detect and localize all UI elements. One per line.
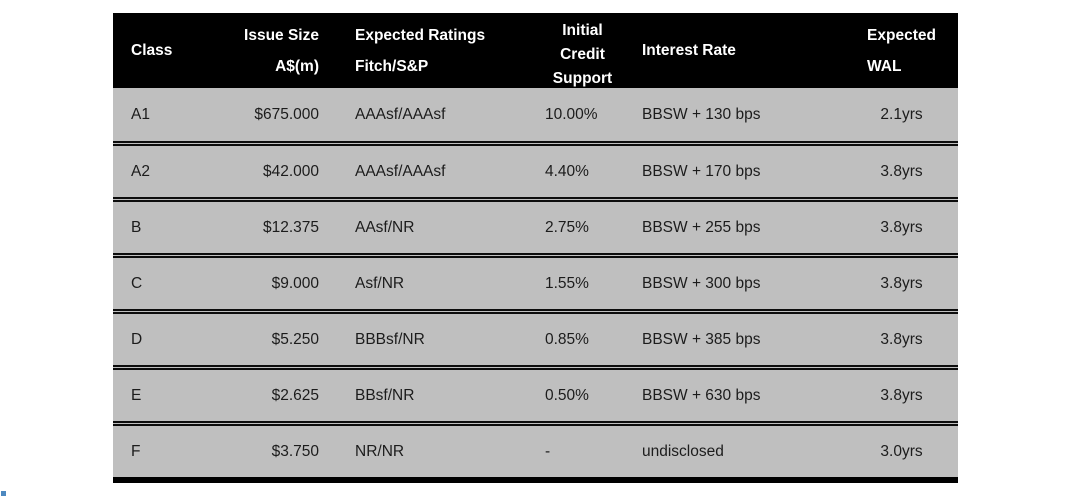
table-row-a1: A1 $675.000 AAAsf/AAAsf 10.00% BBSW + 13… — [113, 88, 958, 141]
cell-expected-wal: 3.8yrs — [880, 274, 923, 292]
header-issue-size: Issue Size A$(m) — [215, 13, 325, 88]
header-ratings-line1: Expected Ratings — [355, 26, 486, 44]
cell-ratings: AAAsf/AAAsf — [355, 162, 446, 180]
cell-issue-size: $42.000 — [262, 162, 319, 180]
header-issue-size-line2: A$(m) — [275, 57, 319, 75]
cell-ratings: NR/NR — [355, 442, 405, 460]
cell-issue-size: $2.625 — [271, 386, 319, 404]
cell-ratings: AAsf/NR — [355, 218, 415, 236]
cell-interest-rate: BBSW + 255 bps — [642, 218, 761, 236]
blue-crop-artifact — [1, 491, 6, 496]
header-credit-line2: Credit — [560, 46, 605, 63]
header-class-label: Class — [131, 42, 173, 59]
header-ratings: Expected Ratings Fitch/S&P — [325, 13, 535, 88]
cell-expected-wal: 2.1yrs — [880, 105, 923, 123]
cell-issue-size: $3.750 — [271, 442, 319, 460]
header-ratings-line2: Fitch/S&P — [355, 57, 429, 75]
cell-credit-support: 10.00% — [545, 105, 598, 123]
cell-interest-rate: BBSW + 130 bps — [642, 105, 761, 123]
cell-issue-size: $9.000 — [271, 274, 319, 292]
cell-credit-support: 0.85% — [545, 330, 589, 348]
header-expected-wal: Expected WAL — [845, 13, 958, 88]
cell-credit-support: 1.55% — [545, 274, 589, 292]
cell-class: D — [131, 330, 143, 348]
cell-issue-size: $675.000 — [254, 105, 319, 123]
table-row-f: F $3.750 NR/NR - undisclosed 3.0yrs — [113, 421, 958, 477]
table-row-d: D $5.250 BBBsf/NR 0.85% BBSW + 385 bps 3… — [113, 309, 958, 365]
header-wal-line2: WAL — [867, 57, 902, 75]
table-row-a2: A2 $42.000 AAAsf/AAAsf 4.40% BBSW + 170 … — [113, 141, 958, 197]
cell-expected-wal: 3.0yrs — [880, 442, 923, 460]
header-class: Class — [113, 13, 215, 88]
cell-class: F — [131, 442, 141, 460]
cell-expected-wal: 3.8yrs — [880, 162, 923, 180]
cell-credit-support: 2.75% — [545, 218, 589, 236]
cell-class: C — [131, 274, 143, 292]
cell-ratings: AAAsf/AAAsf — [355, 105, 446, 123]
cell-interest-rate: BBSW + 630 bps — [642, 386, 761, 404]
table-row-e: E $2.625 BBsf/NR 0.50% BBSW + 630 bps 3.… — [113, 365, 958, 421]
cell-interest-rate: BBSW + 300 bps — [642, 274, 761, 292]
cell-credit-support: 0.50% — [545, 386, 589, 404]
cell-expected-wal: 3.8yrs — [880, 330, 923, 348]
header-credit-line3: Support — [552, 70, 613, 87]
header-interest-rate: Interest Rate — [630, 13, 845, 88]
cell-issue-size: $5.250 — [271, 330, 319, 348]
cell-credit-support: 4.40% — [545, 162, 589, 180]
header-credit-support: Initial Credit Support — [535, 13, 630, 88]
table-row-c: C $9.000 Asf/NR 1.55% BBSW + 300 bps 3.8… — [113, 253, 958, 309]
header-wal-lines: Expected WAL — [867, 20, 936, 82]
cell-class: A2 — [131, 162, 150, 180]
note-classes-table: Class Issue Size A$(m) Expected Ratings … — [113, 13, 958, 483]
cell-interest-rate: undisclosed — [642, 442, 724, 460]
cell-ratings: BBBsf/NR — [355, 330, 425, 348]
cell-class: A1 — [131, 105, 150, 123]
cell-interest-rate: BBSW + 385 bps — [642, 330, 761, 348]
header-interest-rate-label: Interest Rate — [642, 42, 736, 59]
header-credit-line1: Initial — [562, 22, 603, 39]
cell-interest-rate: BBSW + 170 bps — [642, 162, 761, 180]
cell-expected-wal: 3.8yrs — [880, 218, 923, 236]
cell-expected-wal: 3.8yrs — [880, 386, 923, 404]
cell-issue-size: $12.375 — [262, 218, 319, 236]
cell-ratings: BBsf/NR — [355, 386, 415, 404]
cell-class: E — [131, 386, 142, 404]
cell-class: B — [131, 218, 142, 236]
cell-ratings: Asf/NR — [355, 274, 405, 292]
header-wal-line1: Expected — [867, 26, 936, 44]
header-issue-size-line1: Issue Size — [244, 26, 319, 44]
table-row-b: B $12.375 AAsf/NR 2.75% BBSW + 255 bps 3… — [113, 197, 958, 253]
cell-credit-support: - — [545, 442, 551, 460]
table-header-row: Class Issue Size A$(m) Expected Ratings … — [113, 13, 958, 88]
